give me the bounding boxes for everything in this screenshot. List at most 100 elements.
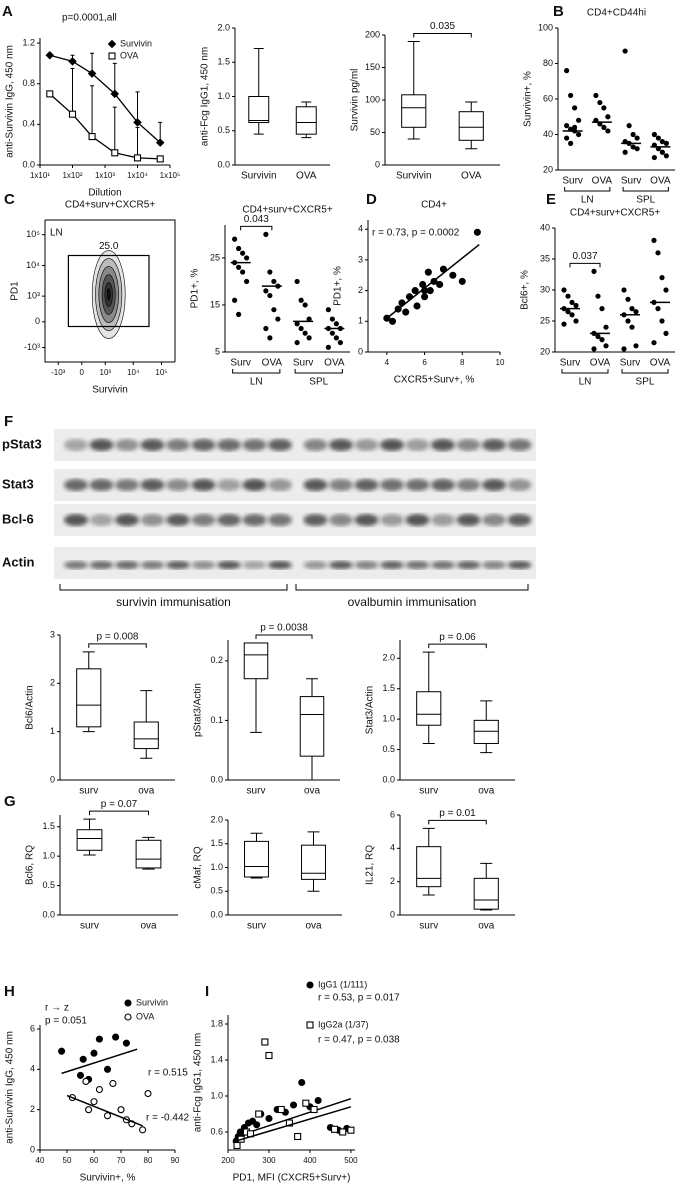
- panel-letter: D: [366, 191, 377, 208]
- whisker-low: [306, 756, 318, 781]
- marker: [133, 154, 142, 162]
- band: [64, 439, 88, 451]
- marker: [95, 1035, 103, 1043]
- legend-marker: [306, 981, 314, 989]
- y-tick-label: 2.0: [210, 814, 223, 824]
- point: [593, 92, 599, 99]
- y-tick-label: 2: [30, 1104, 35, 1114]
- marker: [156, 155, 164, 163]
- point: [591, 268, 597, 274]
- whisker-low: [82, 726, 95, 733]
- y-tick-label: 30: [540, 284, 550, 294]
- band: [166, 439, 190, 451]
- marker: [103, 1112, 112, 1120]
- marker: [411, 287, 419, 295]
- comparison-label: p = 0.06: [439, 632, 476, 643]
- band: [380, 439, 404, 451]
- annotation: r = 0.73, p = 0.0002: [372, 228, 460, 239]
- marker: [68, 110, 77, 118]
- panel-letter: F: [4, 413, 13, 430]
- band: [354, 479, 379, 491]
- band: [89, 561, 114, 569]
- group-label: LN: [579, 377, 592, 388]
- marker: [285, 1119, 294, 1127]
- point: [244, 255, 250, 261]
- chart-title: CD4+surv+CXCR5+: [242, 205, 332, 216]
- y-tick-label: 0: [50, 774, 55, 784]
- group-label: SPL: [309, 377, 328, 388]
- x-tick-label: surv: [419, 786, 438, 797]
- y-tick-label: 40: [543, 129, 553, 139]
- x-tick-label: 4: [385, 358, 390, 367]
- whisker-high: [307, 831, 320, 846]
- marker: [339, 1128, 347, 1136]
- comparison-label: p = 0.01: [439, 808, 476, 819]
- x-axis-label: Survivin: [92, 385, 128, 396]
- marker: [117, 1106, 125, 1114]
- x-tick-label: ova: [140, 921, 157, 932]
- x-tick-label: OVA: [650, 176, 671, 187]
- band: [329, 561, 353, 569]
- y-tick-label: 4: [30, 1064, 35, 1074]
- point: [651, 154, 657, 161]
- whisker-low: [140, 748, 153, 759]
- legend-label: IgG2a (1/37): [318, 1019, 369, 1029]
- marker: [68, 57, 77, 66]
- band: [431, 514, 455, 526]
- legend-label: Survivin: [136, 997, 168, 1007]
- y-tick-label: 1.0: [42, 851, 55, 861]
- whisker-low: [480, 743, 493, 754]
- axes: [384, 35, 500, 166]
- band: [507, 561, 532, 569]
- point: [267, 269, 273, 275]
- point: [306, 335, 312, 341]
- marker: [289, 1101, 298, 1109]
- annotation: p=0.0001,all: [62, 13, 117, 24]
- marker: [88, 133, 96, 141]
- box: [248, 96, 270, 124]
- point: [651, 237, 657, 243]
- point: [232, 297, 238, 303]
- y-axis-label: Bcl6, RQ: [25, 845, 36, 885]
- panel-letter: E: [546, 191, 556, 208]
- marker: [139, 1126, 147, 1134]
- y-axis-label: Stat3/Actin: [365, 686, 376, 734]
- band: [115, 479, 139, 491]
- x-axis-label: Dilution: [88, 188, 121, 199]
- point: [633, 309, 639, 315]
- point: [564, 123, 570, 129]
- comparison-bracket: [428, 819, 487, 825]
- point: [565, 309, 571, 315]
- whisker-low: [301, 134, 312, 139]
- axes: [39, 1025, 175, 1151]
- x-tick-label: Surv: [230, 358, 251, 369]
- y-tick-label: 40: [540, 222, 550, 232]
- marker: [424, 268, 432, 276]
- y-axis-label: anti-Survivin IgG, 450 nm: [5, 45, 16, 158]
- band: [242, 439, 267, 451]
- marker: [76, 1071, 85, 1079]
- marker: [314, 1096, 322, 1105]
- axes: [227, 640, 340, 781]
- marker: [111, 149, 119, 157]
- point: [605, 128, 611, 134]
- row-label: Actin: [2, 554, 35, 569]
- x-tick-label: surv: [419, 921, 438, 932]
- point: [275, 316, 281, 322]
- y-axis-label: PD1: [10, 281, 21, 301]
- y-axis-label: PD1+, %: [333, 266, 344, 306]
- row-label: Stat3: [2, 476, 34, 491]
- whisker-high: [306, 678, 318, 697]
- annotation: r → z: [45, 1003, 69, 1014]
- y-tick-label: 0.1: [210, 715, 223, 725]
- whisker-high: [301, 101, 312, 107]
- band: [191, 561, 216, 569]
- marker: [90, 1049, 98, 1057]
- row-label: pStat3: [2, 436, 42, 451]
- marker: [103, 1065, 112, 1073]
- point: [663, 287, 669, 293]
- point: [294, 321, 300, 327]
- band: [303, 439, 328, 451]
- y-tick-label: 1.5: [210, 838, 223, 848]
- point: [651, 131, 657, 138]
